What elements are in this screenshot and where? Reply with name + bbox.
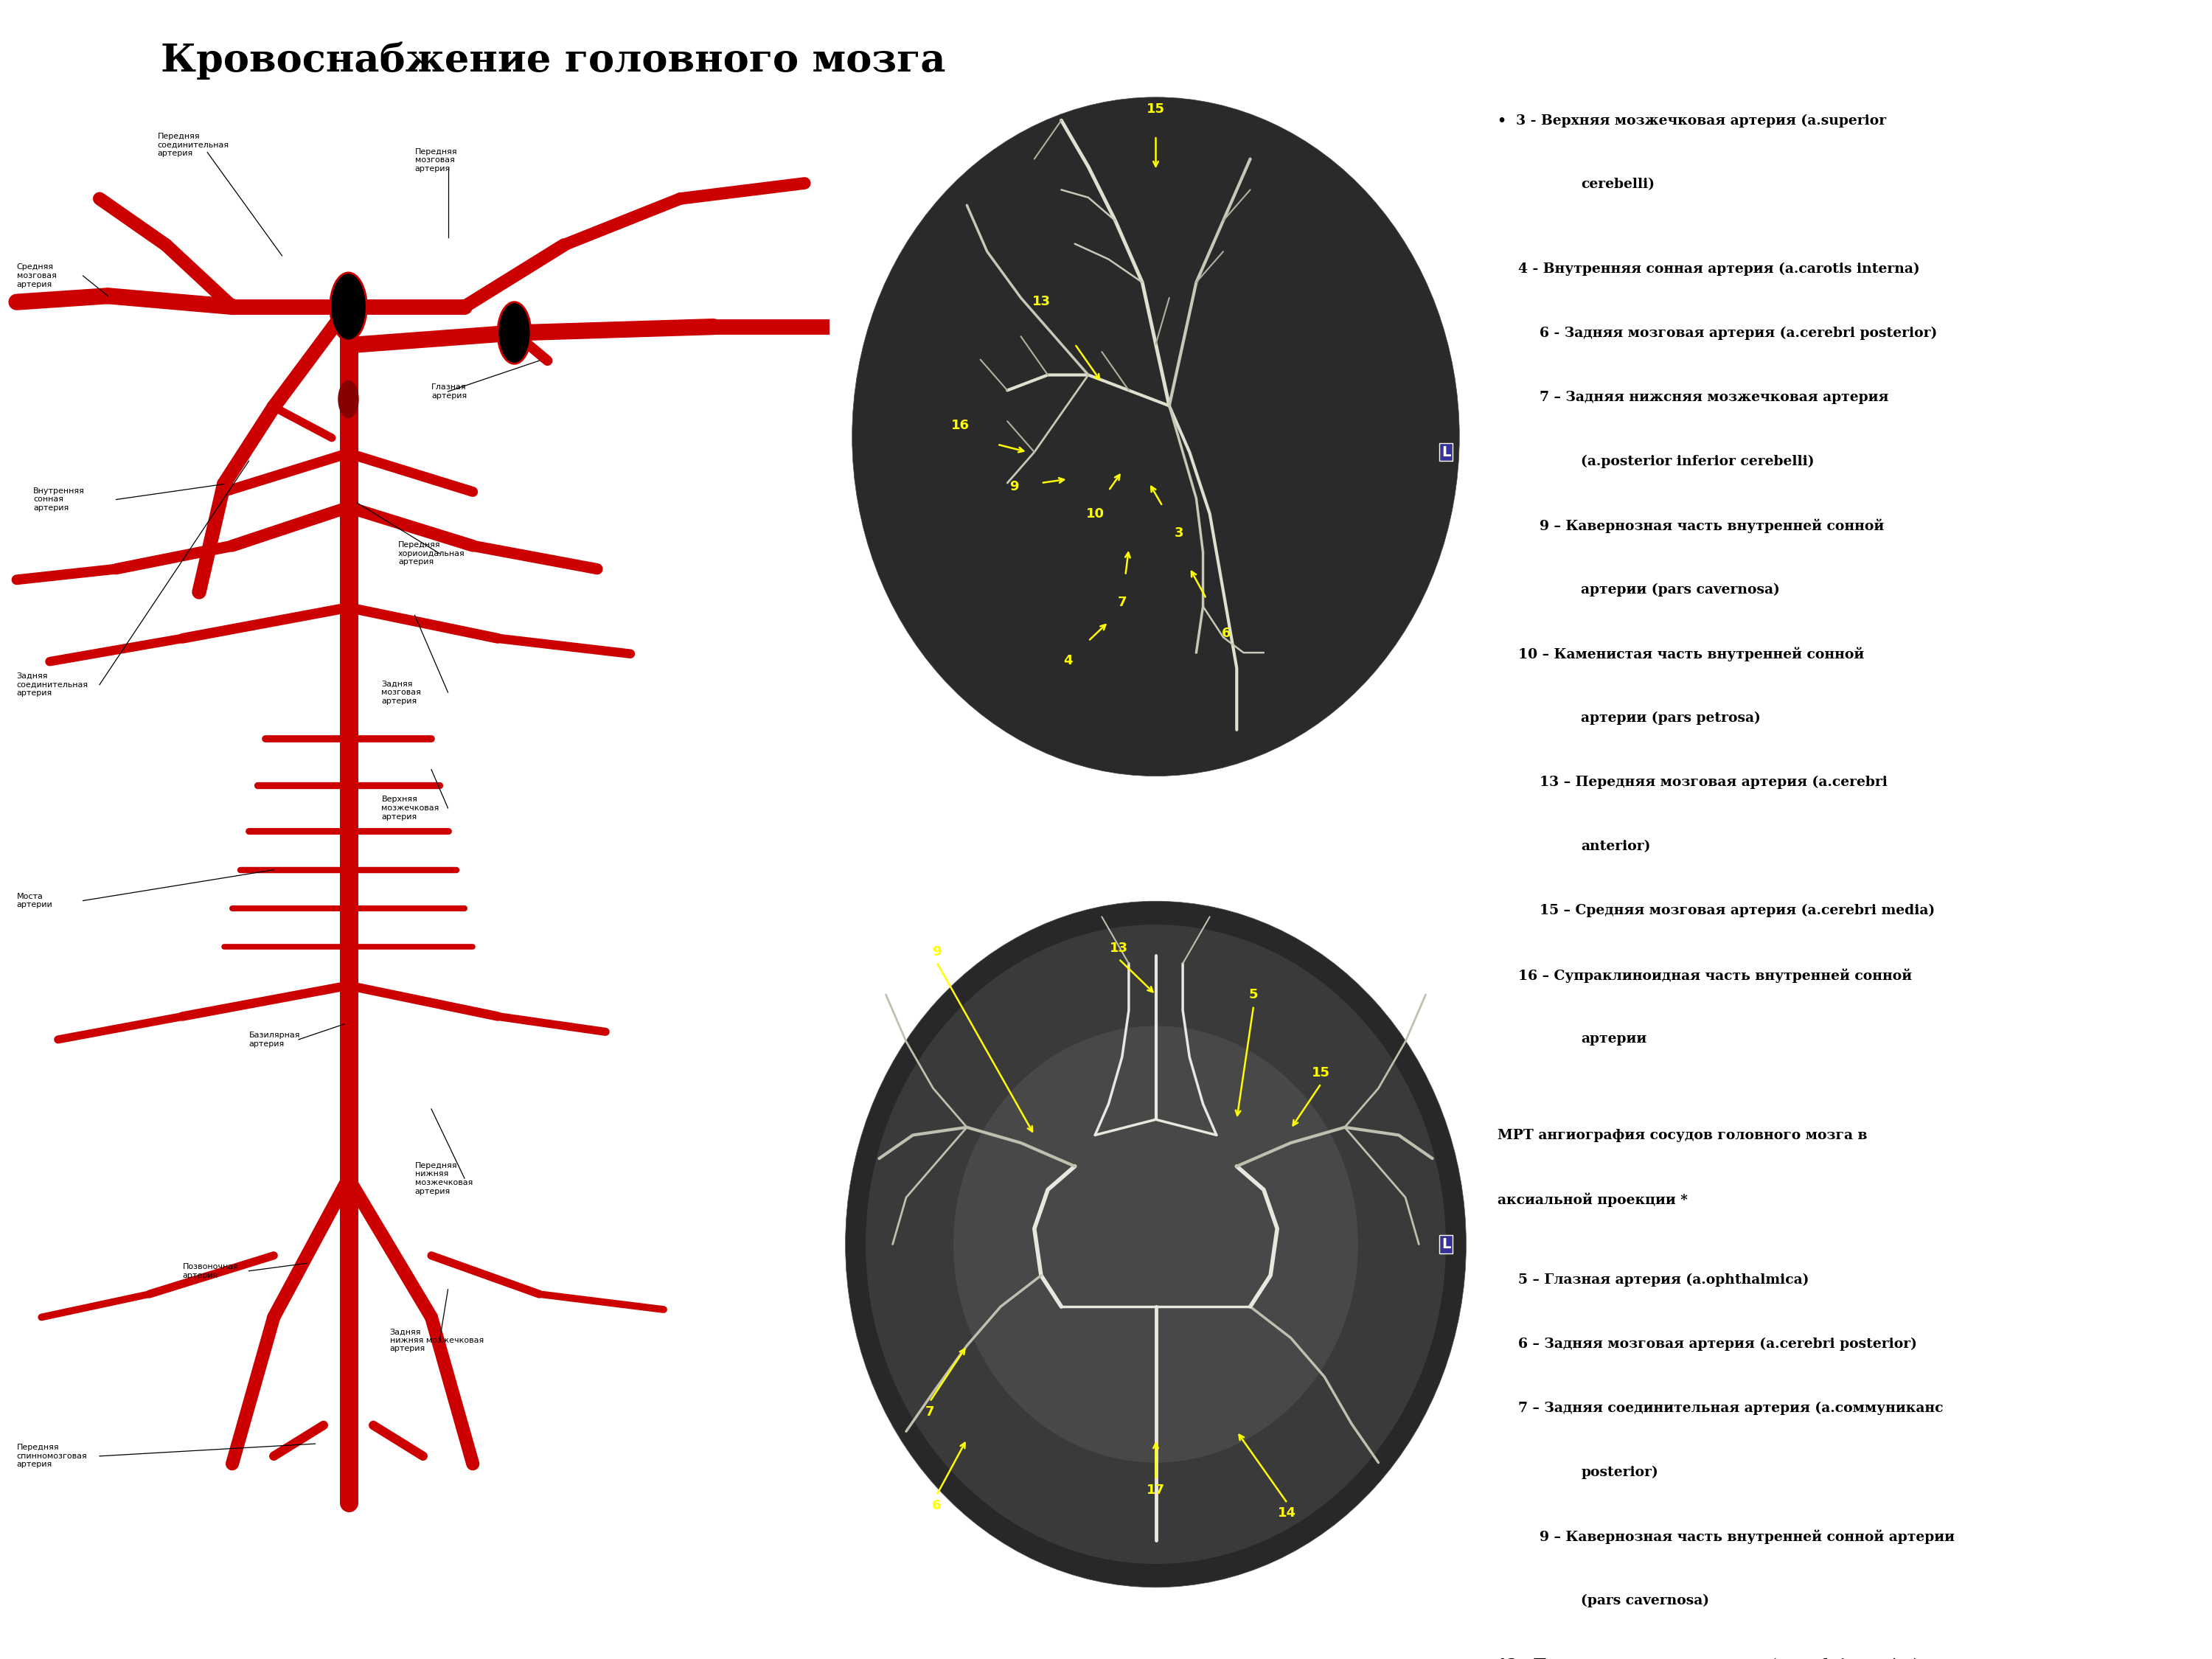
Text: 6: 6 xyxy=(1221,627,1232,640)
Text: Передняя
хориоидальная
артерия: Передняя хориоидальная артерия xyxy=(398,541,465,566)
Text: L: L xyxy=(1442,1238,1451,1251)
Ellipse shape xyxy=(865,924,1447,1564)
Text: Средняя
мозговая
артерия: Средняя мозговая артерия xyxy=(18,264,55,289)
Text: Кровоснабжение головного мозга: Кровоснабжение головного мозга xyxy=(161,41,945,80)
Text: артерии (pars cavernosa): артерии (pars cavernosa) xyxy=(1582,584,1781,597)
Text: 15: 15 xyxy=(1146,103,1166,116)
Text: 9: 9 xyxy=(931,946,940,959)
Ellipse shape xyxy=(852,98,1460,776)
Text: Базилярная
артерия: Базилярная артерия xyxy=(248,1032,301,1047)
Text: 7 – Задняя нижсняя мозжечковая артерия: 7 – Задняя нижсняя мозжечковая артерия xyxy=(1540,390,1889,403)
Text: 4: 4 xyxy=(1064,654,1073,667)
Text: 16 – Супраклиноидная часть внутренней сонной: 16 – Супраклиноидная часть внутренней со… xyxy=(1517,969,1911,982)
Text: Передняя
спинномозговая
артерия: Передняя спинномозговая артерия xyxy=(18,1443,86,1468)
Text: L: L xyxy=(1442,445,1451,460)
Text: 17: 17 xyxy=(1146,1483,1166,1496)
Text: 6 – Задняя мозговая артерия (a.cerebri posterior): 6 – Задняя мозговая артерия (a.cerebri p… xyxy=(1517,1337,1918,1350)
Text: 13 – Передняя мозговая артерия (a.cerebri: 13 – Передняя мозговая артерия (a.cerebr… xyxy=(1540,776,1887,790)
Text: 15 – Средняя мозговая артерия (a.cerebri media): 15 – Средняя мозговая артерия (a.cerebri… xyxy=(1540,904,1935,917)
Ellipse shape xyxy=(953,1025,1358,1463)
Text: 10: 10 xyxy=(1086,508,1104,521)
Text: 9 – Кавернозная часть внутренней сонной: 9 – Кавернозная часть внутренней сонной xyxy=(1540,519,1885,533)
Text: cerebelli): cerebelli) xyxy=(1582,178,1655,191)
Text: 5 – Глазная артерия (a.ophthalmica): 5 – Глазная артерия (a.ophthalmica) xyxy=(1517,1272,1809,1287)
Text: 5: 5 xyxy=(1250,989,1259,1002)
Text: anterior): anterior) xyxy=(1582,839,1650,853)
Text: (pars cavernosa): (pars cavernosa) xyxy=(1582,1594,1710,1608)
Text: 15: 15 xyxy=(1312,1067,1329,1080)
Text: 6 - Задняя мозговая артерия (a.cerebri posterior): 6 - Задняя мозговая артерия (a.cerebri p… xyxy=(1540,327,1938,340)
Text: 13: 13 xyxy=(1110,941,1128,954)
Text: МРТ ангиография сосудов головного мозга в: МРТ ангиография сосудов головного мозга … xyxy=(1498,1128,1867,1141)
Text: 9: 9 xyxy=(1009,479,1020,493)
Ellipse shape xyxy=(845,901,1467,1588)
Text: Задняя
нижняя мозжечковая
артерия: Задняя нижняя мозжечковая артерия xyxy=(389,1329,484,1352)
Text: posterior): posterior) xyxy=(1582,1465,1659,1480)
Text: Мостa
артерии: Мостa артерии xyxy=(18,893,53,909)
Text: 9 – Кавернозная часть внутренней сонной артерии: 9 – Кавернозная часть внутренней сонной … xyxy=(1540,1530,1955,1545)
Circle shape xyxy=(498,302,531,363)
Text: (a.posterior inferior cerebelli): (a.posterior inferior cerebelli) xyxy=(1582,455,1814,468)
Text: артерии: артерии xyxy=(1582,1032,1648,1045)
Text: 7: 7 xyxy=(1117,596,1126,609)
Text: 16: 16 xyxy=(951,418,969,431)
Text: 6: 6 xyxy=(931,1498,940,1511)
Text: 3: 3 xyxy=(1175,526,1183,539)
Text: артерии (pars petrosa): артерии (pars petrosa) xyxy=(1582,712,1761,725)
Text: Задняя
мозговая
артерия: Задняя мозговая артерия xyxy=(380,680,420,705)
Text: 7: 7 xyxy=(925,1405,933,1418)
Text: аксиальной проекции *: аксиальной проекции * xyxy=(1498,1193,1688,1208)
Text: 14: 14 xyxy=(1279,1506,1296,1520)
Circle shape xyxy=(338,380,358,418)
Text: Передняя
мозговая
артерия: Передняя мозговая артерия xyxy=(416,148,458,173)
Text: Глазная
артерия: Глазная артерия xyxy=(431,383,467,400)
Circle shape xyxy=(330,272,367,340)
Text: 13: 13 xyxy=(1031,295,1051,309)
Text: Внутренняя
сонная
артерия: Внутренняя сонная артерия xyxy=(33,488,84,511)
Text: 4 - Внутренняя сонная артерия (a.carotis interna): 4 - Внутренняя сонная артерия (a.carotis… xyxy=(1517,262,1920,275)
Text: Передняя
соединительная
артерия: Передняя соединительная артерия xyxy=(157,133,230,158)
Text: Позвоночная
артерия: Позвоночная артерия xyxy=(181,1262,239,1279)
Text: 10 – Каменистая часть внутренней сонной: 10 – Каменистая часть внутренней сонной xyxy=(1517,647,1865,662)
Text: Передняя
нижняя
мозжечковая
артерия: Передняя нижняя мозжечковая артерия xyxy=(416,1161,473,1194)
Text: Верхняя
мозжечковая
артерия: Верхняя мозжечковая артерия xyxy=(380,796,440,820)
Text: •  3 - Верхняя мозжечковая артерия (a.superior: • 3 - Верхняя мозжечковая артерия (a.sup… xyxy=(1498,114,1887,128)
Text: Задняя
соединительная
артерия: Задняя соединительная артерия xyxy=(18,672,88,697)
Text: 7 – Задняя соединительная артерия (a.соммуниканс: 7 – Задняя соединительная артерия (a.сом… xyxy=(1517,1402,1944,1415)
